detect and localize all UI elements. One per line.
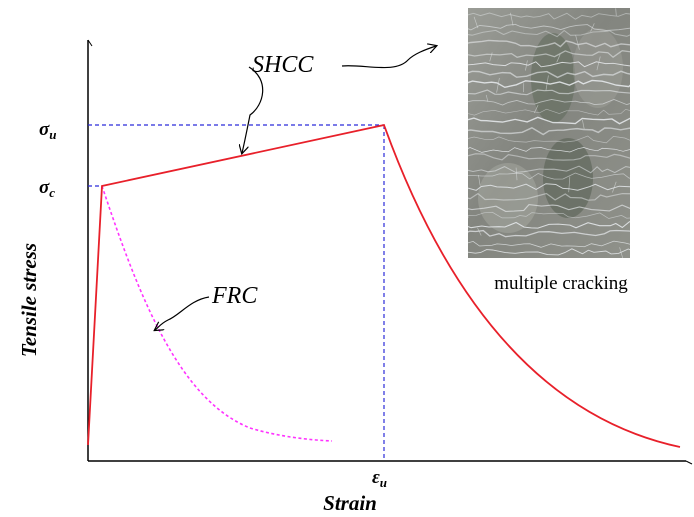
crack-branch: [533, 104, 539, 114]
y-axis-label: Tensile stress: [17, 243, 41, 357]
epsilon-u-base: ε: [372, 467, 380, 488]
crack-line: [468, 147, 630, 153]
crack-line: [468, 135, 630, 144]
photo-pointer-arrow: [341, 46, 436, 69]
epsilon-u-tick-label: εu: [372, 467, 387, 490]
crack-branch: [525, 60, 528, 71]
frc-label-arrow: [155, 296, 210, 330]
crack-branch: [556, 54, 561, 63]
sigma-u-tick-label: σu: [39, 119, 56, 142]
crack-branch: [473, 16, 479, 29]
sigma-c-sub: c: [49, 185, 55, 200]
crack-line: [468, 108, 630, 116]
crack-branch: [596, 56, 601, 71]
crack-branch: [485, 94, 489, 102]
crack-branch: [582, 119, 585, 130]
crack-line: [468, 204, 630, 212]
crack-line: [468, 50, 630, 59]
shcc-curve: [87, 123, 681, 448]
crack-branch: [575, 35, 580, 50]
crack-line: [468, 248, 630, 256]
crack-line: [468, 165, 630, 174]
sigma-c-base: σ: [39, 177, 50, 198]
crack-line: [468, 89, 630, 96]
crack-line: [468, 39, 630, 48]
epsilon-u-sub: u: [380, 475, 387, 490]
crack-line: [468, 229, 630, 238]
shcc-label: SHCC: [252, 52, 314, 78]
crack-line: [468, 79, 630, 89]
frc-curve: [101, 185, 333, 442]
crack-line: [468, 116, 630, 125]
crack-branch: [478, 174, 481, 186]
x-axis-end-tick: [685, 460, 693, 465]
crack-line: [468, 98, 630, 106]
crack-branch: [545, 75, 549, 91]
crack-line: [468, 29, 630, 38]
sigma-u-base: σ: [39, 119, 50, 140]
crack-branch: [489, 52, 493, 62]
crack-line: [468, 240, 630, 248]
sigma-u-sub: u: [49, 127, 56, 142]
photo-caption: multiple cracking: [494, 273, 628, 294]
crack-line: [468, 12, 630, 20]
crack-branch: [612, 181, 617, 193]
crack-branch: [590, 23, 595, 32]
crack-line: [468, 192, 630, 201]
cracked-specimen-image: [468, 8, 630, 258]
cracked-specimen-photo: [468, 8, 630, 258]
crack-line: [468, 172, 630, 180]
crack-branch: [568, 176, 571, 193]
crack-line: [468, 183, 630, 191]
crack-branch: [619, 247, 624, 258]
crack-line: [468, 126, 630, 136]
crack-branch: [496, 77, 500, 93]
crack-branch: [515, 167, 518, 181]
crack-line: [468, 70, 630, 79]
crack-line: [468, 23, 630, 31]
crack-line: [468, 221, 630, 229]
crack-line: [468, 211, 630, 219]
crack-branch: [477, 227, 482, 236]
crack-branch: [510, 12, 514, 26]
sigma-c-tick-label: σc: [39, 177, 55, 200]
frc-label: FRC: [211, 283, 258, 309]
y-axis-end-tick: [87, 39, 93, 47]
crack-line: [468, 61, 630, 68]
shcc-label-arrow: [242, 66, 264, 153]
crack-line: [468, 153, 630, 161]
crack-branch: [615, 8, 617, 16]
x-axis-label: Strain: [323, 491, 377, 515]
